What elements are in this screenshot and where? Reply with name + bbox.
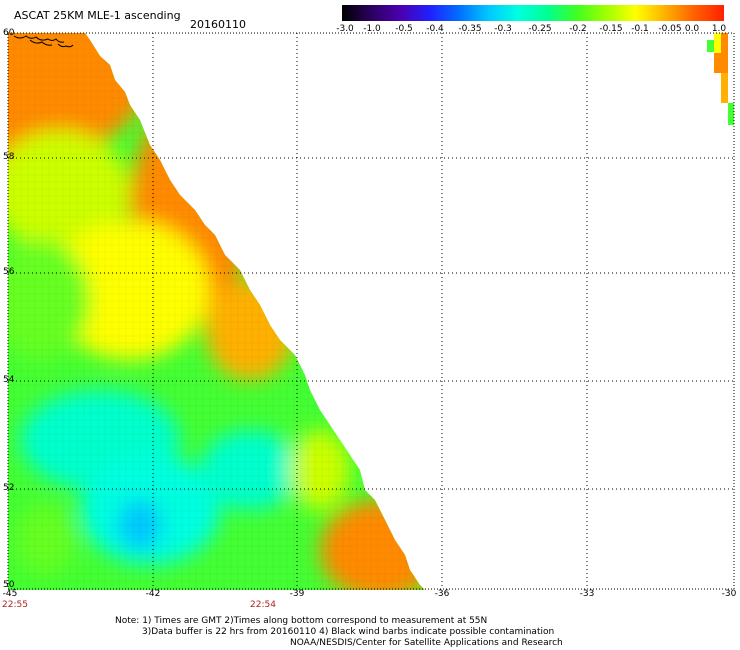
map-gridlines xyxy=(8,33,734,589)
note-line-1: Note: 1) Times are GMT 2)Times along bot… xyxy=(115,616,488,626)
lat-label: 58 xyxy=(3,152,15,162)
lon-label: -30 xyxy=(721,589,737,599)
colorbar-label: -3.0 xyxy=(336,24,354,34)
colorbar-label: -0.5 xyxy=(395,24,413,34)
map-title: ASCAT 25KM MLE-1 ascending xyxy=(14,9,181,22)
colorbar-label: -0.05 xyxy=(658,24,682,34)
lon-label: -33 xyxy=(579,589,595,599)
lat-label: 60 xyxy=(3,28,15,38)
colorbar xyxy=(342,5,724,21)
colorbar-label: -0.15 xyxy=(599,24,623,34)
time-label: 22:55 xyxy=(2,600,28,610)
colorbar-label: 1.0 xyxy=(711,24,727,34)
lat-label: 54 xyxy=(3,375,15,385)
time-label: 22:54 xyxy=(250,600,276,610)
map-frame xyxy=(7,32,735,590)
coastline xyxy=(13,35,74,48)
colorbar-label: -0.1 xyxy=(631,24,649,34)
lon-label: -45 xyxy=(2,589,18,599)
colorbar-label: -0.3 xyxy=(494,24,512,34)
lon-label: -42 xyxy=(145,589,161,599)
colorbar-label: -0.25 xyxy=(528,24,552,34)
lon-label: -36 xyxy=(434,589,450,599)
map-date: 20160110 xyxy=(190,18,246,31)
lon-label: -39 xyxy=(289,589,305,599)
colorbar-label: 0.0 xyxy=(684,24,700,34)
swath-edge-right xyxy=(707,33,734,125)
colorbar-label: -0.4 xyxy=(426,24,444,34)
colorbar-label: -0.35 xyxy=(458,24,482,34)
lat-label: 50 xyxy=(3,580,15,590)
note-line-3: NOAA/NESDIS/Center for Satellite Applica… xyxy=(290,638,563,648)
colorbar-label: -1.0 xyxy=(363,24,381,34)
lat-label: 56 xyxy=(3,267,15,277)
swath-data xyxy=(8,33,425,590)
note-line-2: 3)Data buffer is 22 hrs from 20160110 4)… xyxy=(142,627,555,637)
colorbar-label: -0.2 xyxy=(569,24,587,34)
lat-label: 52 xyxy=(3,483,15,493)
